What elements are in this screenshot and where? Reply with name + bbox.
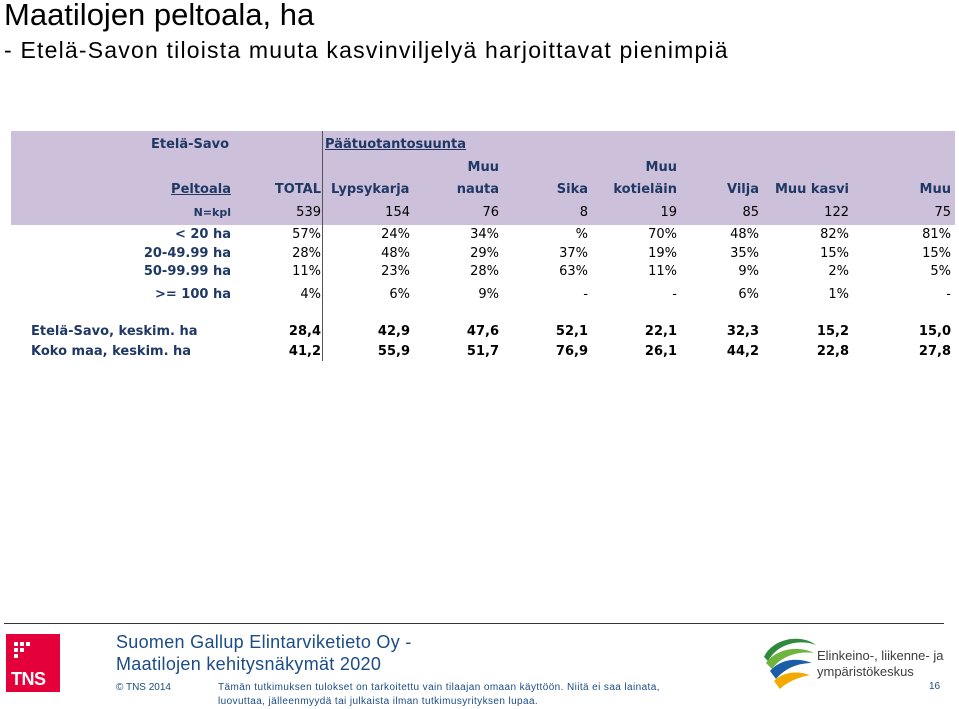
footer-divider (4, 623, 944, 624)
slide-title: Maatilojen peltoala, ha (4, 0, 315, 32)
table-cell: 9% (478, 287, 499, 302)
row-header-label: Peltoala (171, 182, 231, 197)
table-cell: 82% (820, 227, 849, 242)
table-cell: - (583, 287, 588, 302)
column-header: kotieläin (613, 182, 677, 197)
n-value: 19 (660, 205, 677, 220)
table-cell: 34% (470, 227, 499, 242)
avg-cell: 15,2 (816, 324, 849, 339)
column-header: Vilja (727, 182, 759, 197)
table-cell: - (672, 287, 677, 302)
table-cell: 9% (738, 264, 759, 279)
table-cell: 29% (470, 246, 499, 261)
n-row-label: N=kpl (193, 206, 231, 219)
copyright: © TNS 2014 (116, 682, 171, 693)
column-top-label: Muu (645, 160, 677, 175)
row-label: 20-49.99 ha (143, 246, 231, 261)
avg-cell: 22,8 (816, 344, 849, 359)
table-cell: 63% (559, 264, 588, 279)
n-value: 76 (482, 205, 499, 220)
table-header-background (11, 131, 955, 225)
table-cell: 24% (381, 227, 410, 242)
table-cell: 2% (828, 264, 849, 279)
column-header: Muu (919, 182, 951, 197)
n-value: 8 (579, 205, 588, 220)
column-header: Muu kasvi (774, 182, 849, 197)
row-label: 50-99.99 ha (143, 264, 231, 279)
table-cell: 6% (738, 287, 759, 302)
region-label: Etelä-Savo (151, 137, 230, 152)
ely-name: Elinkeino-, liikenne- ja ympäristökeskus (817, 648, 944, 679)
column-header: TOTAL (274, 182, 321, 197)
avg-cell: 27,8 (918, 344, 951, 359)
n-value: 75 (934, 205, 951, 220)
table-cell: 48% (730, 227, 759, 242)
company-name: Suomen Gallup Elintarviketieto Oy - Maat… (116, 632, 412, 674)
avg-cell: 55,9 (377, 344, 410, 359)
slide-subtitle: - Etelä-Savon tiloista muuta kasvinvilje… (4, 37, 729, 63)
table-cell: 15% (922, 246, 951, 261)
column-header: Sika (556, 182, 588, 197)
group-label: Päätuotantosuunta (325, 137, 467, 152)
avg-cell: 52,1 (555, 324, 588, 339)
table-cell: - (946, 287, 951, 302)
table-cell: 57% (292, 227, 321, 242)
row-label: < 20 ha (174, 227, 231, 242)
table-divider (322, 131, 323, 361)
n-value: 85 (742, 205, 759, 220)
table-cell: 48% (381, 246, 410, 261)
n-value: 154 (385, 205, 410, 220)
avg-cell: 28,4 (288, 324, 321, 339)
avg-cell: 76,9 (555, 344, 588, 359)
avg-cell: 15,0 (918, 324, 951, 339)
ely-logo-icon (764, 638, 816, 689)
avg-cell: 22,1 (644, 324, 677, 339)
table-cell: 1% (828, 287, 849, 302)
table-cell: 28% (292, 246, 321, 261)
table-cell: 15% (820, 246, 849, 261)
table-cell: 19% (648, 246, 677, 261)
table-cell: 70% (648, 227, 677, 242)
row-label: >= 100 ha (154, 287, 231, 302)
avg-row-label: Etelä-Savo, keskim. ha (31, 324, 198, 339)
table-cell: 5% (930, 264, 951, 279)
avg-cell: 44,2 (726, 344, 759, 359)
table-cell: 11% (648, 264, 677, 279)
page-number: 16 (929, 681, 941, 692)
table-cell: 81% (922, 227, 951, 242)
disclaimer-text: Tämän tutkimuksen tulokset on tarkoitett… (218, 682, 660, 707)
peltoala-table: Etelä-Savo Päätuotantosuunta Peltoala Mu… (11, 131, 955, 361)
column-header: Lypsykarja (331, 182, 410, 197)
n-value: 539 (296, 205, 321, 220)
column-header: nauta (456, 182, 499, 197)
avg-cell: 32,3 (726, 324, 759, 339)
table-cell: 28% (470, 264, 499, 279)
table-cell: % (575, 227, 588, 242)
avg-cell: 26,1 (644, 344, 677, 359)
table-cell: 35% (730, 246, 759, 261)
tns-logo: TNS (6, 634, 60, 692)
table-cell: 11% (292, 264, 321, 279)
avg-cell: 41,2 (288, 344, 321, 359)
avg-cell: 47,6 (466, 324, 499, 339)
table-cell: 4% (300, 287, 321, 302)
table-cell: 6% (389, 287, 410, 302)
table-cell: 23% (381, 264, 410, 279)
avg-cell: 42,9 (377, 324, 410, 339)
table-cell: 37% (559, 246, 588, 261)
column-top-label: Muu (467, 160, 499, 175)
n-value: 122 (824, 205, 849, 220)
avg-cell: 51,7 (466, 344, 499, 359)
avg-row-label: Koko maa, keskim. ha (31, 344, 192, 359)
